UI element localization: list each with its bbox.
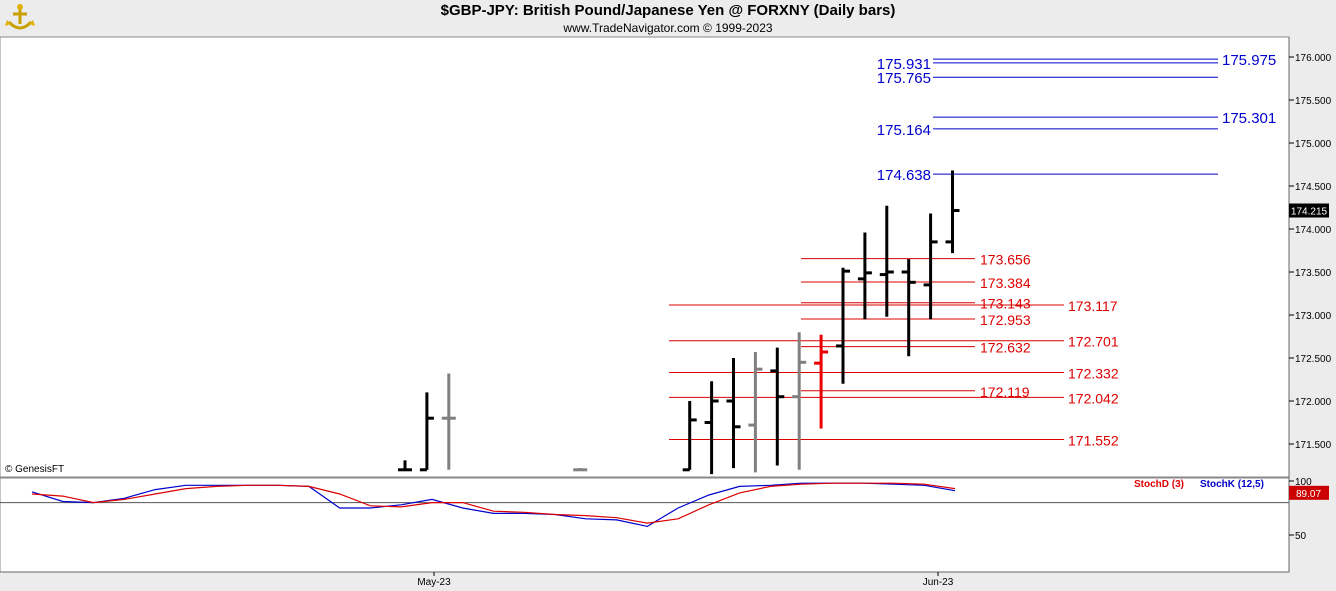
x-tick-label: May-23 <box>417 577 451 588</box>
stoch-current-label: 89.07 <box>1296 489 1321 500</box>
ohlc-bar <box>748 351 763 473</box>
ohlc-bar <box>770 347 785 466</box>
fib-blue-label: 174.638 <box>877 167 931 184</box>
stoch-current-tag <box>1289 485 1329 500</box>
chart-header: $GBP-JPY: British Pound/Japanese Yen @ F… <box>0 0 1336 37</box>
ohlc-bar <box>726 358 741 469</box>
ohlc-bar <box>419 392 434 472</box>
price-tick-label: 174.500 <box>1295 182 1332 193</box>
stoch-series-line <box>31 482 956 524</box>
price-axis <box>1289 37 1336 572</box>
price-tick-label: 173.500 <box>1295 268 1332 279</box>
fib-red-label: 172.042 <box>1068 390 1119 406</box>
stoch-series-line <box>31 482 956 528</box>
current-price-label: 174.215 <box>1291 207 1328 218</box>
ohlc-bar <box>945 170 960 254</box>
price-tick-label: 175.000 <box>1295 139 1332 150</box>
fib-red-label: 173.384 <box>980 275 1031 291</box>
ohlc-bar <box>879 205 894 317</box>
fib-red-label: 172.632 <box>980 340 1031 356</box>
fib-red-label: 173.656 <box>980 252 1031 268</box>
chart-title: $GBP-JPY: British Pound/Japanese Yen @ F… <box>440 2 896 19</box>
trade-navigator-logo-icon <box>3 2 37 34</box>
legend-stochd: StochD (3) <box>1134 479 1184 490</box>
fib-red-label: 171.552 <box>1068 433 1119 449</box>
stoch-tick-label: 50 <box>1295 531 1307 542</box>
legend-stochk: StochK (12,5) <box>1200 479 1264 490</box>
fib-red-label: 172.701 <box>1068 334 1119 350</box>
fib-red-label: 173.117 <box>1068 298 1118 314</box>
ohlc-bar <box>682 401 697 472</box>
fib-blue-label: 175.931 <box>877 56 931 73</box>
price-tick-label: 171.500 <box>1295 440 1332 451</box>
fib-blue-label: 175.164 <box>877 122 931 139</box>
price-tick-label: 174.000 <box>1295 225 1332 236</box>
fib-blue-label: 175.765 <box>877 70 931 87</box>
fib-blue-label: 175.301 <box>1222 110 1276 127</box>
x-tick-label: Jun-23 <box>923 577 954 588</box>
ohlc-bar <box>792 332 807 470</box>
ohlc-bar <box>836 267 850 384</box>
price-tick-label: 173.000 <box>1295 311 1332 322</box>
price-tick-label: 176.000 <box>1295 53 1332 64</box>
stochastic-panel <box>0 477 1290 573</box>
price-tick-label: 175.500 <box>1295 96 1332 107</box>
ohlc-bar <box>441 373 456 470</box>
current-price-tag <box>1289 203 1329 218</box>
ohlc-bar <box>814 334 829 429</box>
fib-red-label: 172.119 <box>980 384 1030 400</box>
fib-red-label: 172.332 <box>1068 365 1119 381</box>
ohlc-bar <box>704 381 719 475</box>
ohlc-bar <box>857 232 872 320</box>
stoch-tick-label: 100 <box>1295 477 1312 488</box>
fib-red-label: 172.953 <box>980 312 1031 328</box>
fib-red-label: 173.143 <box>980 296 1031 312</box>
ohlc-bar <box>398 460 412 472</box>
genesis-watermark: © GenesisFT <box>5 464 64 475</box>
ohlc-bar <box>923 213 938 320</box>
price-panel <box>0 36 1290 478</box>
chart-subtitle: www.TradeNavigator.com © 1999-2023 <box>563 21 773 35</box>
ohlc-bar <box>901 259 916 357</box>
price-tick-label: 172.000 <box>1295 397 1332 408</box>
price-tick-label: 172.500 <box>1295 354 1332 365</box>
fib-blue-label: 175.975 <box>1222 52 1276 69</box>
ohlc-bar <box>573 468 588 472</box>
